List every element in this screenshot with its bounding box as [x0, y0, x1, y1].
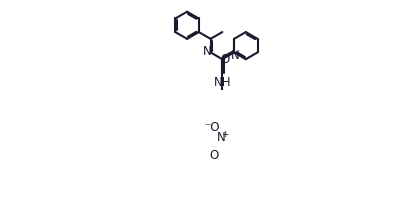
- Text: N: N: [217, 131, 226, 144]
- Text: +: +: [221, 130, 228, 139]
- Text: N: N: [231, 49, 239, 62]
- Text: ⁻O: ⁻O: [205, 121, 220, 134]
- Text: O: O: [210, 149, 219, 162]
- Text: O: O: [220, 53, 229, 66]
- Text: NH: NH: [214, 76, 231, 89]
- Text: N: N: [203, 45, 212, 58]
